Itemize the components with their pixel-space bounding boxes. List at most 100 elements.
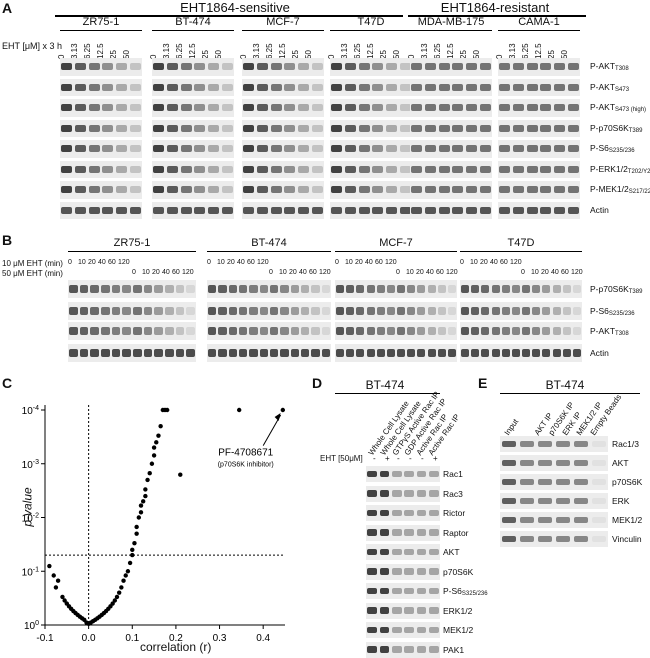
band [180, 145, 192, 153]
band [386, 327, 395, 335]
band [122, 307, 131, 315]
band [428, 490, 439, 497]
band [501, 516, 517, 524]
x-tick-label: 0.4 [256, 633, 270, 644]
band [284, 186, 296, 194]
band [257, 186, 268, 194]
band [243, 165, 255, 173]
dose-tick: 12.5 [446, 43, 455, 59]
time-tick-50: 40 [426, 269, 434, 276]
dose-tick: 6.25 [521, 43, 530, 59]
band [129, 83, 141, 91]
dose-tick: 3.13 [340, 43, 349, 59]
band [270, 206, 282, 214]
band [526, 83, 538, 91]
dose-tick: 12.5 [278, 43, 287, 59]
time-tick-10: 0 [335, 259, 339, 266]
band [537, 440, 553, 448]
band [311, 104, 323, 112]
band [367, 626, 378, 634]
band [270, 63, 282, 71]
row-label: P-p70S6KT389 [590, 284, 642, 295]
band [345, 124, 356, 132]
band [417, 285, 426, 293]
band [591, 516, 607, 524]
band [372, 83, 384, 91]
band [88, 104, 100, 112]
blot-strip [60, 119, 142, 137]
sensitive-title: EHT1864-sensitive [180, 0, 290, 15]
band [555, 478, 571, 486]
band [367, 470, 378, 478]
band [399, 186, 411, 194]
cell-line-label: MDA-MB-175 [417, 16, 485, 28]
time-tick-10: 60 [108, 259, 116, 266]
band [501, 349, 510, 357]
band [129, 124, 141, 132]
band [111, 327, 121, 335]
band [284, 83, 296, 91]
band [270, 165, 282, 173]
band [376, 349, 385, 357]
blot-strip [410, 140, 492, 158]
blot-strip [498, 99, 580, 117]
band [404, 587, 415, 595]
band [427, 285, 436, 293]
scatter-plot: -0.1 0.0 0.1 0.2 0.3 0.4 100 10-1 10-2 10-3 10-4 PF… [22, 405, 286, 644]
band [221, 186, 233, 194]
data-point [47, 563, 52, 569]
band [428, 607, 439, 614]
band [101, 349, 110, 357]
row-label: AKT [443, 547, 460, 557]
band [284, 145, 296, 153]
band [69, 307, 78, 315]
band [372, 63, 384, 71]
band [526, 104, 538, 112]
band [133, 349, 142, 357]
band [298, 145, 309, 153]
band [101, 285, 110, 293]
band [61, 83, 73, 91]
annotation-sub: (p70S6K inhibitor) [218, 462, 274, 469]
band [358, 63, 370, 71]
band [416, 607, 427, 614]
band [79, 327, 89, 335]
band [194, 83, 206, 91]
band [519, 459, 535, 467]
band [572, 327, 581, 335]
band [243, 145, 255, 153]
data-point [55, 578, 61, 583]
data-point [60, 594, 65, 600]
band [90, 285, 99, 293]
dose-tick: 6.25 [433, 43, 442, 59]
band [61, 206, 73, 214]
band [167, 83, 178, 91]
band [386, 307, 395, 315]
band [391, 646, 402, 653]
band [491, 307, 500, 315]
row-label: Actin [590, 205, 609, 215]
band [239, 307, 248, 315]
band [438, 104, 450, 112]
data-point [145, 477, 150, 483]
band [554, 206, 565, 214]
band [404, 490, 415, 497]
band [165, 307, 174, 315]
blot-strip [498, 201, 580, 219]
blot-strip [207, 344, 331, 362]
band [180, 124, 192, 132]
data-point [110, 601, 115, 606]
band [259, 307, 268, 315]
band [491, 349, 500, 357]
band [438, 145, 450, 153]
band [438, 83, 450, 91]
band [499, 206, 511, 214]
time-tick-50: 20 [152, 269, 160, 276]
band [221, 206, 233, 214]
band [133, 285, 142, 293]
band [249, 285, 258, 293]
band [417, 349, 426, 357]
band [336, 349, 345, 357]
band [311, 124, 323, 132]
time-tick-50: 0 [132, 269, 136, 276]
